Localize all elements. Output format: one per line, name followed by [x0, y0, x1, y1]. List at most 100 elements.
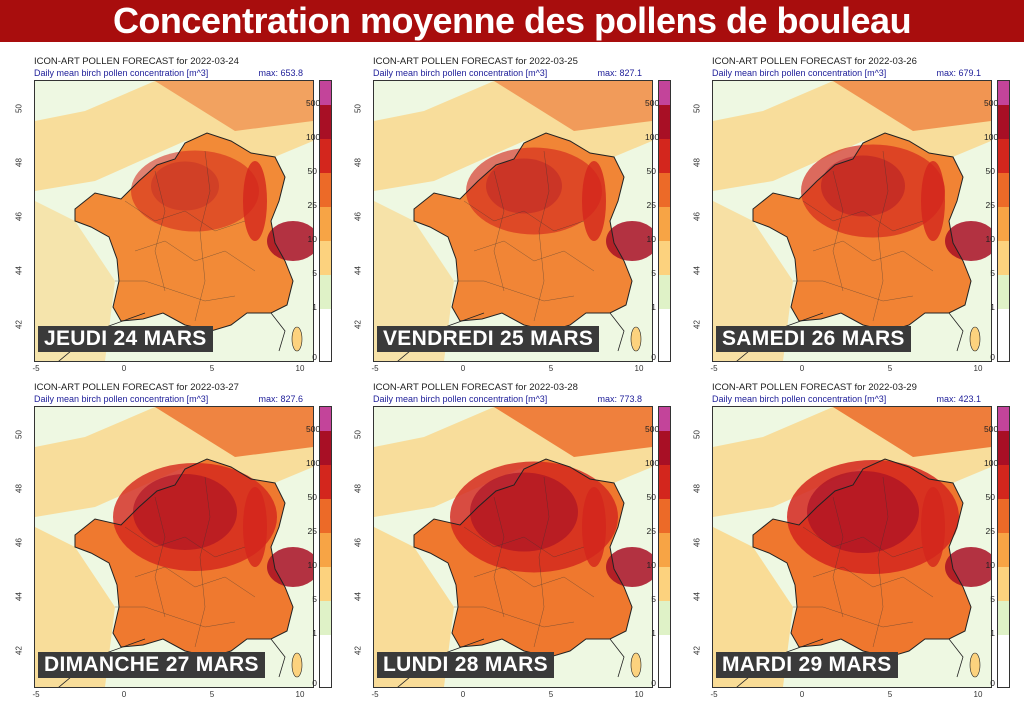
color-scale-segment [659, 567, 670, 601]
color-scale-segment [320, 105, 331, 139]
x-tick-label: 5 [209, 690, 215, 699]
color-scale-label: 25 [307, 526, 317, 536]
color-scale-bar [319, 406, 332, 688]
day-label: DIMANCHE 27 MARS [38, 652, 265, 678]
color-scale-label: 100 [306, 132, 321, 142]
color-scale-segment [659, 465, 670, 499]
y-tick-label: 42 [692, 646, 702, 655]
x-tick-label: 0 [799, 690, 805, 699]
color-scale-bar [997, 80, 1010, 362]
color-scale-label: 50 [307, 492, 317, 502]
color-scale-segment [320, 275, 331, 309]
x-tick-label: 10 [973, 364, 983, 373]
color-scale-segment [659, 407, 670, 431]
color-scale-label: 25 [646, 526, 656, 536]
color-scale-segment [320, 309, 331, 359]
y-tick-label: 50 [692, 104, 702, 113]
panel-title: ICON-ART POLLEN FORECAST for 2022-03-27 [34, 382, 239, 393]
color-scale-segment [320, 207, 331, 241]
y-tick-label: 44 [692, 266, 702, 275]
color-scale-label: 10 [985, 234, 995, 244]
y-tick-label: 50 [14, 104, 24, 113]
pollen-map [373, 80, 653, 362]
color-scale-label: 1 [651, 628, 656, 638]
color-scale-segment [659, 81, 670, 105]
color-scale-segment [998, 567, 1009, 601]
color-scale-segment [998, 635, 1009, 685]
color-scale-label: 100 [984, 458, 999, 468]
color-scale-label: 0 [651, 678, 656, 688]
y-tick-label: 50 [353, 104, 363, 113]
color-scale-segment [320, 567, 331, 601]
color-scale-label: 10 [646, 234, 656, 244]
y-tick-label: 44 [692, 592, 702, 601]
day-label: MARDI 29 MARS [716, 652, 898, 678]
x-tick-label: -5 [371, 364, 379, 373]
forecast-panel: ICON-ART POLLEN FORECAST for 2022-03-26 D… [684, 52, 1017, 377]
y-tick-label: 46 [692, 538, 702, 547]
pollen-map [712, 80, 992, 362]
y-tick-label: 44 [14, 592, 24, 601]
forecast-panel: ICON-ART POLLEN FORECAST for 2022-03-25 D… [345, 52, 678, 377]
color-scale-label: 0 [312, 678, 317, 688]
color-scale-label: 500 [984, 98, 999, 108]
x-tick-label: 0 [460, 364, 466, 373]
day-label: LUNDI 28 MARS [377, 652, 554, 678]
color-scale-segment [320, 601, 331, 635]
x-tick-label: -5 [32, 364, 40, 373]
color-scale-label: 1 [990, 302, 995, 312]
panel-subtitle: Daily mean birch pollen concentration [m… [712, 394, 887, 404]
forecast-panel: ICON-ART POLLEN FORECAST for 2022-03-28 D… [345, 378, 678, 703]
color-scale-segment [659, 635, 670, 685]
color-scale-segment [998, 499, 1009, 533]
color-scale-label: 10 [307, 560, 317, 570]
y-tick-label: 46 [353, 538, 363, 547]
panel-max-value: max: 827.1 [597, 68, 642, 78]
panel-title: ICON-ART POLLEN FORECAST for 2022-03-29 [712, 382, 917, 393]
color-scale-segment [998, 173, 1009, 207]
day-label: SAMEDI 26 MARS [716, 326, 911, 352]
color-scale-label: 50 [646, 166, 656, 176]
color-scale-segment [998, 275, 1009, 309]
color-scale-label: 100 [984, 132, 999, 142]
color-scale-segment [998, 81, 1009, 105]
x-tick-label: 10 [295, 690, 305, 699]
y-tick-label: 46 [14, 538, 24, 547]
color-scale-label: 0 [990, 678, 995, 688]
color-scale-segment [320, 635, 331, 685]
color-scale-label: 25 [985, 200, 995, 210]
x-tick-label: 5 [209, 364, 215, 373]
color-scale-segment [659, 431, 670, 465]
color-scale-segment [998, 105, 1009, 139]
color-scale-segment [320, 533, 331, 567]
color-scale-label: 25 [307, 200, 317, 210]
panel-max-value: max: 773.8 [597, 394, 642, 404]
y-tick-label: 46 [692, 212, 702, 221]
color-scale-label: 10 [985, 560, 995, 570]
panel-subtitle: Daily mean birch pollen concentration [m… [34, 68, 209, 78]
panel-subtitle: Daily mean birch pollen concentration [m… [34, 394, 209, 404]
y-tick-label: 42 [353, 646, 363, 655]
color-scale-label: 0 [990, 352, 995, 362]
y-tick-label: 50 [692, 430, 702, 439]
panel-title: ICON-ART POLLEN FORECAST for 2022-03-25 [373, 56, 578, 67]
color-scale-label: 1 [312, 628, 317, 638]
y-tick-label: 42 [14, 320, 24, 329]
color-scale-label: 500 [645, 98, 660, 108]
color-scale-label: 5 [990, 594, 995, 604]
color-scale-label: 500 [306, 424, 321, 434]
y-tick-label: 48 [692, 158, 702, 167]
color-scale-segment [998, 533, 1009, 567]
color-scale-label: 50 [307, 166, 317, 176]
x-tick-label: 0 [121, 690, 127, 699]
x-tick-label: -5 [710, 690, 718, 699]
panel-title: ICON-ART POLLEN FORECAST for 2022-03-28 [373, 382, 578, 393]
color-scale-label: 0 [312, 352, 317, 362]
forecast-panel: ICON-ART POLLEN FORECAST for 2022-03-24 D… [6, 52, 339, 377]
color-scale-label: 10 [307, 234, 317, 244]
color-scale-segment [659, 241, 670, 275]
color-scale-label: 100 [645, 132, 660, 142]
y-tick-label: 46 [14, 212, 24, 221]
color-scale-segment [659, 275, 670, 309]
color-scale-bar [658, 406, 671, 688]
